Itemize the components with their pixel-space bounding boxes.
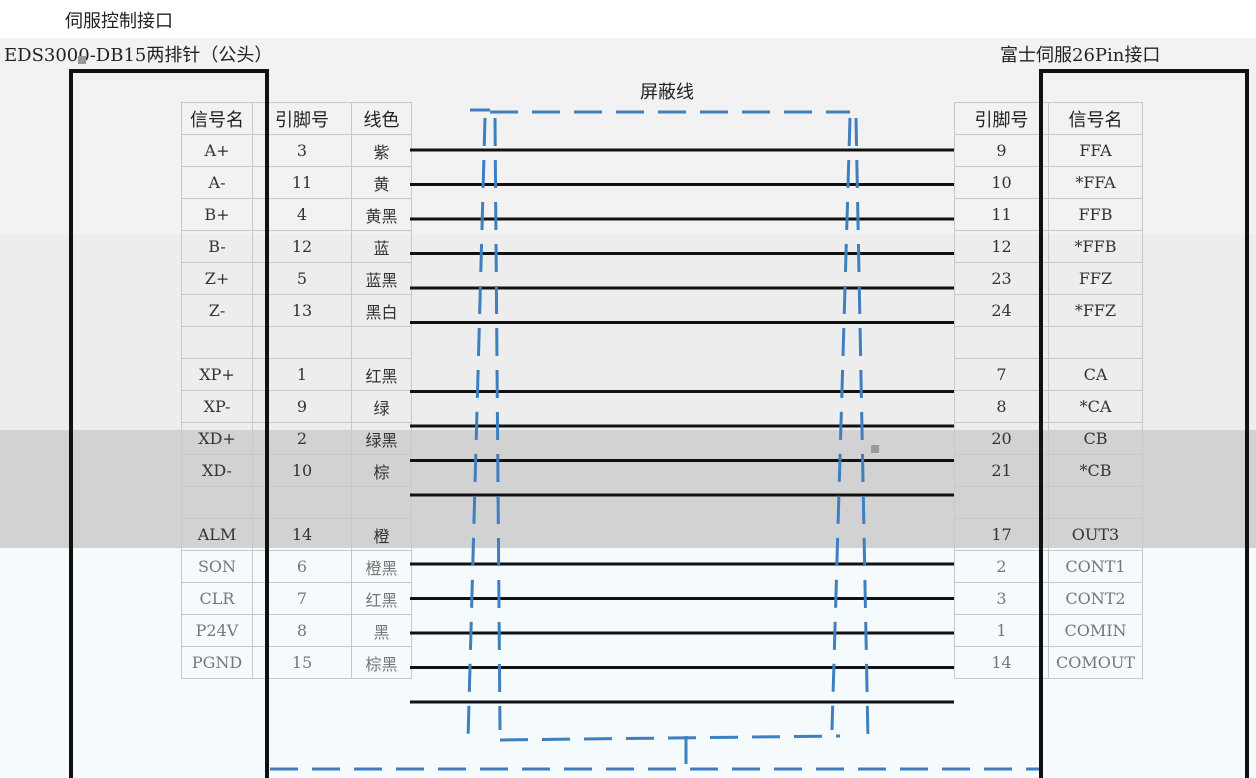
right-table-cell: CONT2 — [1048, 582, 1143, 615]
left-table-row: P24V 8 黑 — [181, 614, 412, 647]
left-table-cell: 绿黑 — [351, 422, 412, 455]
right-table-cell: 12 — [954, 230, 1049, 263]
right-table-row: 17 OUT3 — [954, 518, 1143, 551]
left-table-cell: P24V — [181, 614, 253, 647]
left-table-cell — [351, 326, 412, 359]
shield-outline — [270, 108, 1040, 771]
right-table-cell: FFB — [1048, 198, 1143, 231]
right-table-cell: 20 — [954, 422, 1049, 455]
right-table-row — [954, 326, 1143, 359]
right-table-cell: 2 — [954, 550, 1049, 583]
wire-group — [410, 148, 954, 704]
left-table-cell: 蓝 — [351, 230, 412, 263]
left-table-cell: 线色 — [351, 102, 412, 135]
right-table-row: 20 CB — [954, 422, 1143, 455]
left-table-cell — [181, 326, 253, 359]
left-table-cell: 黄 — [351, 166, 412, 199]
left-table-row: Z+ 5 蓝黑 — [181, 262, 412, 295]
right-table-row: 14 COMOUT — [954, 646, 1143, 679]
right-table-row: 7 CA — [954, 358, 1143, 391]
right-table-cell: COMOUT — [1048, 646, 1143, 679]
left-table-cell: 棕 — [351, 454, 412, 487]
right-table-cell: *FFZ — [1048, 294, 1143, 327]
right-table-row: 3 CONT2 — [954, 582, 1143, 615]
left-table-cell: 黑白 — [351, 294, 412, 327]
right-table-cell: 21 — [954, 454, 1049, 487]
right-table-cell: CONT1 — [1048, 550, 1143, 583]
left-table-cell: 橙 — [351, 518, 412, 551]
right-table-row: 9 FFA — [954, 134, 1143, 167]
image-artifact — [871, 445, 879, 453]
shield-right-loop — [830, 117, 870, 741]
shield-cable-label: 屏蔽线 — [640, 82, 694, 103]
right-table-cell: *FFB — [1048, 230, 1143, 263]
left-table-row: XD- 10 棕 — [181, 454, 412, 487]
right-table-row: 2 CONT1 — [954, 550, 1143, 583]
left-table-cell: 橙黑 — [351, 550, 412, 583]
right-table-cell: 17 — [954, 518, 1049, 551]
left-table-cell: A- — [181, 166, 253, 199]
shield-left-loop — [466, 108, 850, 742]
left-table-cell: 蓝黑 — [351, 262, 412, 295]
right-table-row: 10 *FFA — [954, 166, 1143, 199]
right-table-header-row: 引脚号 信号名 — [954, 102, 1143, 135]
right-table-cell: CB — [1048, 422, 1143, 455]
right-table-cell: 14 — [954, 646, 1049, 679]
left-connector-title: EDS3000-DB15两排针（公头） — [4, 45, 273, 66]
interface-title: 伺服控制接口 — [65, 11, 173, 32]
left-table-cell: 棕黑 — [351, 646, 412, 679]
shield-bottom-lead — [270, 736, 1040, 771]
left-connector-frame — [69, 69, 269, 778]
right-table-cell: 3 — [954, 582, 1049, 615]
right-table-row: 24 *FFZ — [954, 294, 1143, 327]
right-table-cell: 7 — [954, 358, 1049, 391]
right-table-cell: 引脚号 — [954, 102, 1049, 135]
right-connector-title: 富士伺服26Pin接口 — [1000, 45, 1161, 66]
right-table-cell: *CA — [1048, 390, 1143, 423]
right-table-cell: OUT3 — [1048, 518, 1143, 551]
right-table-row: 12 *FFB — [954, 230, 1143, 263]
image-artifact — [78, 56, 86, 64]
right-table-cell: 信号名 — [1048, 102, 1143, 135]
left-table-cell: A+ — [181, 134, 253, 167]
left-table-cell: 绿 — [351, 390, 412, 423]
left-table-cell: 信号名 — [181, 102, 253, 135]
left-table-cell: PGND — [181, 646, 253, 679]
right-table-row: 8 *CA — [954, 390, 1143, 423]
right-table-cell: 10 — [954, 166, 1049, 199]
left-table-cell: Z+ — [181, 262, 253, 295]
right-table-cell: FFA — [1048, 134, 1143, 167]
right-pin-table: 引脚号 信号名 9 FFA 10 *FFA 11 FFB 12 *FFB 23 FFZ 24 *FFZ 7 C… — [954, 102, 1143, 679]
right-table-cell — [954, 486, 1049, 519]
right-table-cell: FFZ — [1048, 262, 1143, 295]
left-table-cell — [351, 486, 412, 519]
right-table-cell: *FFA — [1048, 166, 1143, 199]
right-table-row — [954, 486, 1143, 519]
left-table-cell: ALM — [181, 518, 253, 551]
right-table-row: 23 FFZ — [954, 262, 1143, 295]
right-table-cell: 23 — [954, 262, 1049, 295]
right-connector-frame — [1039, 69, 1249, 778]
